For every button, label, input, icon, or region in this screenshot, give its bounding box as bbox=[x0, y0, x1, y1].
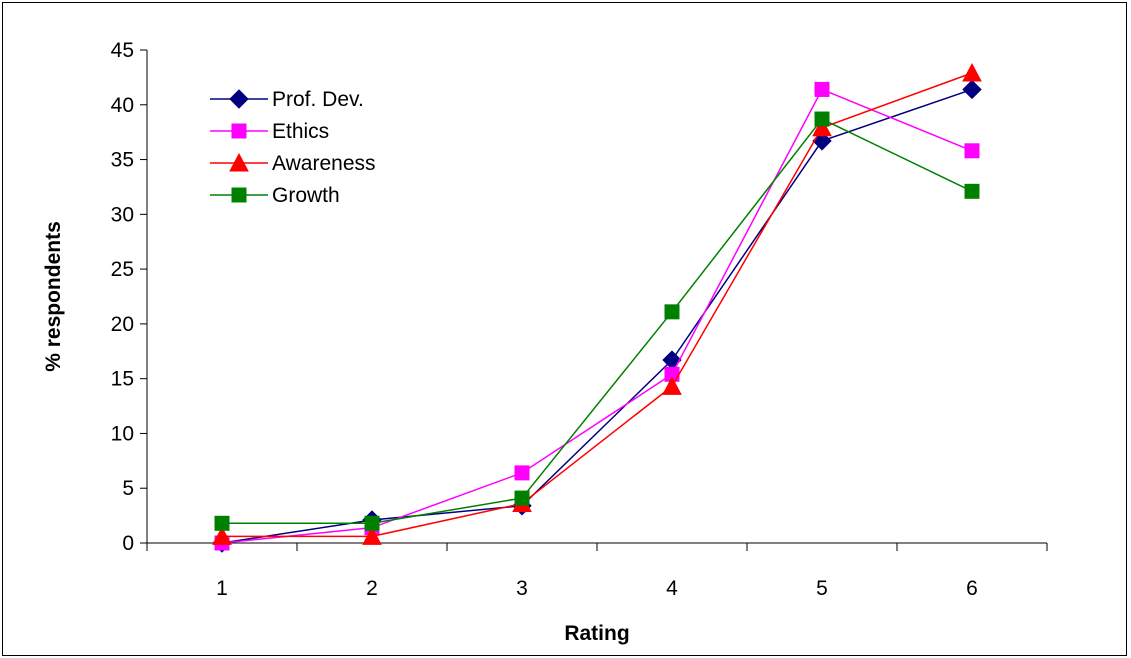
y-tick-label: 25 bbox=[111, 258, 134, 281]
data-point bbox=[514, 465, 530, 481]
legend-marker bbox=[231, 187, 247, 203]
data-point bbox=[962, 62, 982, 82]
legend-label: Prof. Dev. bbox=[272, 88, 364, 111]
y-tick-label: 45 bbox=[111, 39, 134, 62]
y-tick-label: 35 bbox=[111, 149, 134, 172]
data-point bbox=[664, 304, 680, 320]
legend-label: Ethics bbox=[272, 120, 329, 143]
data-point bbox=[212, 526, 232, 545]
y-axis-title: % respondents bbox=[42, 221, 65, 372]
series-lines bbox=[212, 62, 982, 553]
series-line bbox=[222, 72, 973, 538]
y-tick-label: 0 bbox=[122, 532, 134, 555]
legend-label: Growth bbox=[272, 184, 340, 207]
data-point bbox=[962, 79, 982, 100]
data-point bbox=[964, 183, 980, 199]
legend-marker bbox=[229, 89, 249, 109]
y-tick-label: 10 bbox=[111, 422, 134, 445]
y-tick-label: 15 bbox=[111, 368, 134, 391]
legend-item: Awareness bbox=[210, 152, 376, 175]
x-tick-label: 4 bbox=[666, 577, 678, 600]
y-tick-label: 5 bbox=[122, 477, 134, 500]
data-point bbox=[814, 81, 830, 97]
legend-marker bbox=[229, 152, 249, 172]
legend-item: Ethics bbox=[210, 120, 329, 143]
series-3 bbox=[214, 111, 980, 531]
x-tick-label: 1 bbox=[216, 577, 228, 600]
data-point bbox=[214, 515, 230, 531]
data-point bbox=[814, 111, 830, 127]
legend-marker bbox=[231, 123, 247, 139]
legend: Prof. Dev. Ethics Awareness Growth bbox=[210, 88, 376, 207]
y-axis-ticks: 0 5 10 15 20 25 30 35 40 45 bbox=[111, 39, 147, 555]
x-tick-label: 6 bbox=[966, 577, 978, 600]
y-tick-label: 20 bbox=[111, 313, 134, 336]
data-point bbox=[964, 143, 980, 159]
x-axis-title: Rating bbox=[564, 622, 629, 645]
series-line bbox=[221, 88, 973, 544]
data-point bbox=[812, 117, 832, 137]
x-tick-label: 5 bbox=[816, 577, 828, 600]
legend-item: Prof. Dev. bbox=[210, 88, 364, 111]
data-point bbox=[364, 515, 380, 531]
data-point bbox=[662, 376, 682, 395]
data-point bbox=[514, 490, 530, 506]
x-tick-label: 2 bbox=[366, 577, 378, 600]
legend-label: Awareness bbox=[272, 152, 376, 175]
x-axis-ticks: 1 2 3 4 5 6 bbox=[146, 543, 1048, 600]
legend-item: Growth bbox=[210, 184, 340, 207]
y-tick-label: 40 bbox=[111, 94, 134, 117]
series-2 bbox=[212, 62, 982, 545]
data-point bbox=[362, 526, 382, 545]
y-tick-label: 30 bbox=[111, 203, 134, 226]
x-tick-label: 3 bbox=[516, 577, 528, 600]
series-line bbox=[222, 118, 973, 525]
